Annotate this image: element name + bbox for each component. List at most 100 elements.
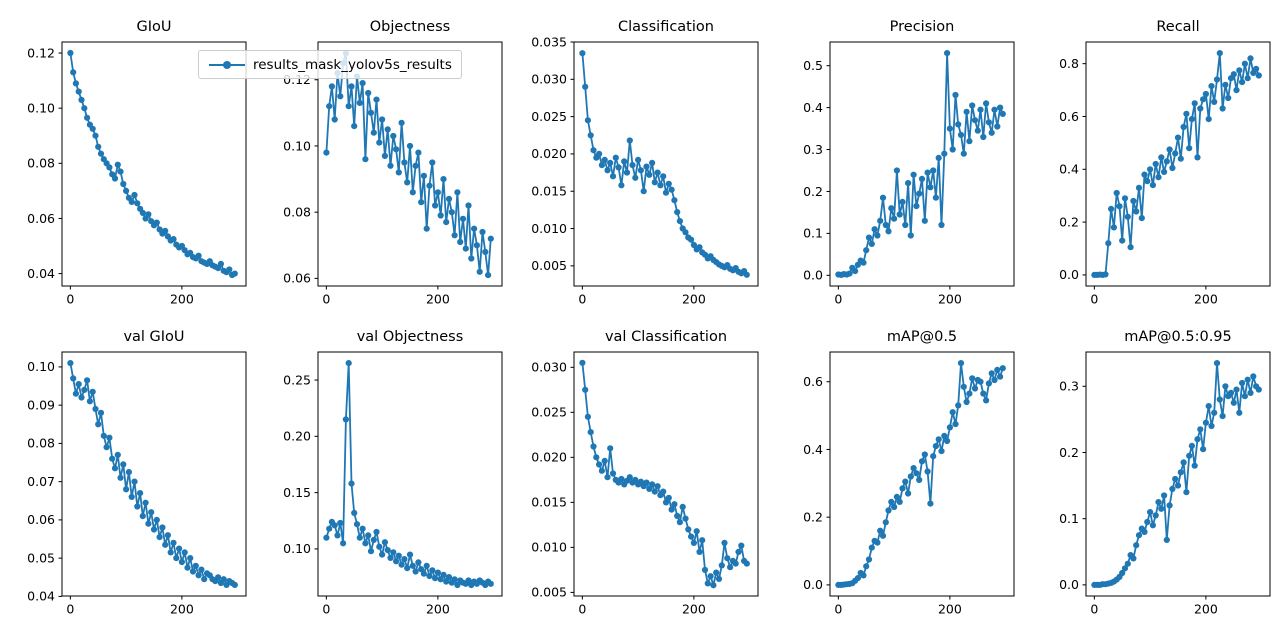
data-points [579, 50, 750, 278]
svg-text:200: 200 [426, 292, 450, 307]
x-axis-ticks: 0 200 [578, 596, 706, 617]
svg-text:0.0: 0.0 [1059, 577, 1079, 592]
svg-text:0: 0 [1090, 602, 1098, 617]
svg-text:200: 200 [426, 602, 450, 617]
x-axis-ticks: 0 200 [322, 286, 450, 307]
svg-text:0.15: 0.15 [283, 485, 311, 500]
y-axis-ticks: 0.0 0.1 0.2 0.3 [1059, 379, 1086, 592]
x-axis-ticks: 0 200 [1090, 596, 1218, 617]
svg-text:0.10: 0.10 [283, 541, 311, 556]
subplot-objectness: Objectness 0.06 0.08 0.10 0.12 0 200 [256, 0, 512, 320]
svg-text:200: 200 [170, 292, 194, 307]
svg-text:0.06: 0.06 [27, 211, 55, 226]
svg-text:0.010: 0.010 [531, 221, 567, 236]
plot-canvas-val-objectness: 0.10 0.15 0.20 0.25 0 200 [283, 351, 503, 617]
svg-text:0.030: 0.030 [531, 360, 567, 375]
subplot-title-val-giou: val GIoU [123, 329, 185, 345]
svg-text:0: 0 [578, 602, 586, 617]
svg-text:200: 200 [1194, 602, 1218, 617]
svg-text:0: 0 [578, 292, 586, 307]
svg-text:0.0: 0.0 [1059, 267, 1079, 282]
subplot-val-objectness: val Objectness 0.10 0.15 0.20 0.25 0 200 [256, 320, 512, 640]
y-axis-ticks: 0.0 0.1 0.2 0.3 0.4 0.5 [803, 58, 830, 283]
x-axis-ticks: 0 200 [834, 596, 962, 617]
svg-text:200: 200 [1194, 292, 1218, 307]
legend-line-marker-icon [209, 60, 245, 69]
x-axis-ticks: 0 200 [322, 596, 450, 617]
svg-text:0.10: 0.10 [27, 359, 55, 374]
svg-text:0.07: 0.07 [27, 474, 55, 489]
subplot-val-classification: val Classification 0.005 0.010 0.015 0.020 0… [512, 320, 768, 640]
data-series [1091, 50, 1262, 278]
subplot-map05: mAP@0.5 0.0 0.2 0.4 0.6 0 200 [768, 320, 1024, 640]
x-axis-ticks: 0 200 [578, 286, 706, 307]
svg-text:0.015: 0.015 [531, 184, 567, 199]
data-points [1091, 50, 1262, 278]
subplot-title-val-classification: val Classification [604, 329, 728, 345]
svg-text:0.8: 0.8 [1059, 56, 1079, 71]
svg-text:0.020: 0.020 [531, 450, 567, 465]
svg-text:0.04: 0.04 [27, 589, 55, 604]
subplot-title-objectness: Objectness [369, 19, 451, 35]
svg-text:0.0: 0.0 [803, 577, 823, 592]
svg-text:0.05: 0.05 [27, 550, 55, 565]
plot-canvas-val-classification: 0.005 0.010 0.015 0.020 0.025 0.030 0 200 [531, 351, 759, 617]
y-axis-ticks: 0.04 0.05 0.06 0.07 0.08 0.09 0.10 [27, 359, 62, 604]
svg-text:0: 0 [1090, 292, 1098, 307]
svg-text:0.4: 0.4 [803, 100, 823, 115]
y-axis-ticks: 0.005 0.010 0.015 0.020 0.025 0.030 0.035 [531, 34, 574, 273]
subplot-title-recall: Recall [1156, 19, 1200, 35]
plot-canvas-map05095: 0.0 0.1 0.2 0.3 0 200 [1059, 351, 1271, 617]
plot-canvas-objectness: 0.060.080.100.120 200 [283, 41, 503, 307]
subplot-classification: Classification 0.005 0.010 0.015 0.020 0.025… [512, 0, 768, 320]
svg-text:0.4: 0.4 [803, 442, 823, 457]
svg-text:0.06: 0.06 [27, 512, 55, 527]
svg-text:0.4: 0.4 [1059, 162, 1079, 177]
svg-text:0.030: 0.030 [531, 72, 567, 87]
svg-text:0.005: 0.005 [531, 258, 567, 273]
svg-text:0.020: 0.020 [531, 146, 567, 161]
svg-text:0.20: 0.20 [283, 429, 311, 444]
x-axis-ticks: 0 200 [1090, 286, 1218, 307]
subplot-title-map05: mAP@0.5 [886, 329, 958, 345]
axes-frame [829, 351, 1015, 597]
y-axis-ticks: 0.060.080.100.12 [283, 72, 318, 286]
data-points [67, 49, 238, 279]
svg-text:200: 200 [682, 602, 706, 617]
svg-text:0.08: 0.08 [27, 436, 55, 451]
plot-canvas-val-giou: 0.04 0.05 0.06 0.07 0.08 0.09 0.10 0 200 [27, 351, 247, 617]
data-series [835, 360, 1006, 588]
y-axis-ticks: 0.10 0.15 0.20 0.25 [283, 372, 318, 556]
svg-text:0: 0 [322, 602, 330, 617]
svg-text:0.2: 0.2 [803, 509, 823, 524]
subplot-val-giou: val GIoU 0.04 0.05 0.06 0.07 0.08 0.09 0.10 0 20… [0, 320, 256, 640]
subplot-title-map05095: mAP@0.5:0.95 [1124, 329, 1232, 345]
subplot-precision: Precision 0.0 0.1 0.2 0.3 0.4 0.5 0 200 [768, 0, 1024, 320]
svg-text:0.1: 0.1 [1059, 511, 1079, 526]
svg-text:0.25: 0.25 [283, 372, 311, 387]
subplot-title-classification: Classification [618, 19, 714, 35]
subplot-title-val-objectness: val Objectness [356, 329, 464, 345]
axes-frame [61, 351, 247, 597]
svg-text:0.09: 0.09 [27, 397, 55, 412]
data-series [323, 360, 494, 589]
x-axis-ticks: 0 200 [834, 286, 962, 307]
data-series [1091, 360, 1262, 588]
subplot-map05095: mAP@0.5:0.95 0.0 0.1 0.2 0.3 0 200 [1024, 320, 1280, 640]
svg-text:0.025: 0.025 [531, 405, 567, 420]
data-points [835, 360, 1006, 588]
axes-frame [829, 41, 1015, 287]
y-axis-ticks: 0.04 0.06 0.08 0.10 0.12 [27, 45, 62, 281]
data-series [67, 49, 238, 279]
svg-text:0.6: 0.6 [1059, 109, 1079, 124]
svg-text:0.005: 0.005 [531, 585, 567, 600]
svg-text:200: 200 [938, 292, 962, 307]
data-points [323, 360, 494, 589]
y-axis-ticks: 0.005 0.010 0.015 0.020 0.025 0.030 [531, 360, 574, 600]
x-axis-ticks: 0 200 [66, 596, 194, 617]
svg-text:0.2: 0.2 [1059, 214, 1079, 229]
plot-canvas-map05: 0.0 0.2 0.4 0.6 0 200 [803, 351, 1015, 617]
svg-text:200: 200 [938, 602, 962, 617]
